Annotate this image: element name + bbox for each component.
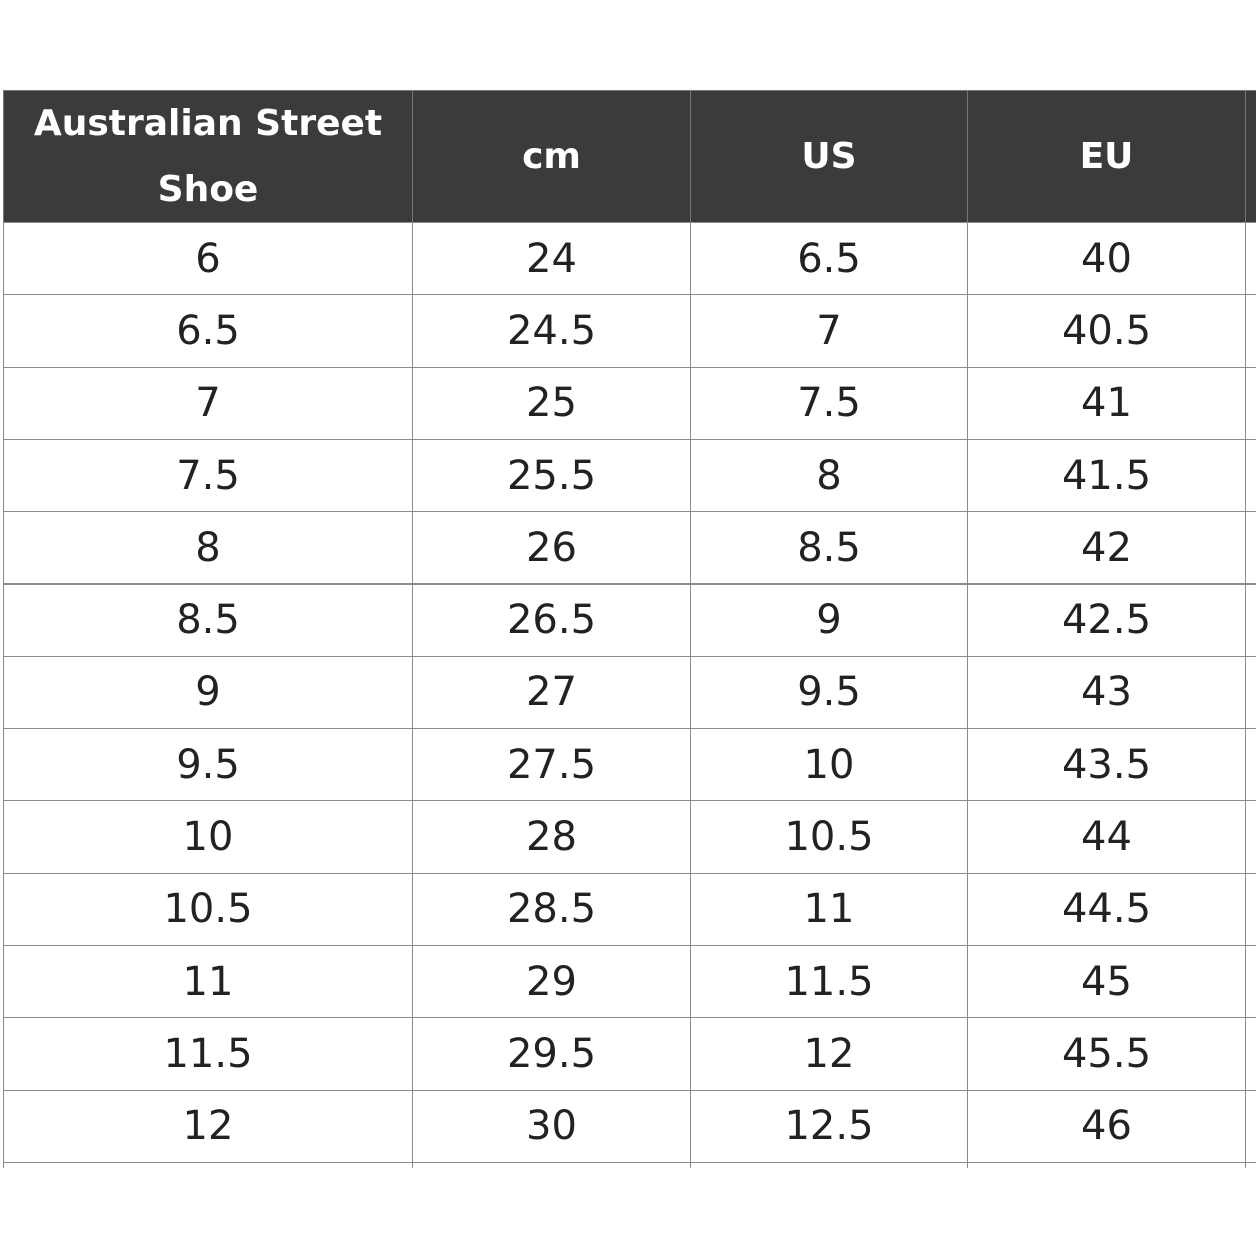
- table-cell: 6: [3, 222, 413, 296]
- table-cell: 27: [412, 655, 691, 730]
- table-cell: 25.5: [412, 438, 691, 513]
- table-cell: 27.5: [412, 728, 691, 802]
- table-cell: 42.5: [967, 583, 1246, 657]
- table-cell: [1245, 945, 1256, 1019]
- table-cell: 29.5: [412, 1017, 691, 1091]
- table-cell: 41.5: [967, 438, 1246, 513]
- table-cell: [1245, 222, 1256, 296]
- table-cell: 7: [690, 294, 968, 368]
- table-cell: [690, 1161, 968, 1168]
- table-cell: 11.5: [690, 945, 968, 1019]
- table-cell: 40: [967, 222, 1246, 296]
- table-cell: 7.5: [690, 366, 968, 440]
- table-cell: 26: [412, 511, 691, 585]
- header-cell: [1245, 90, 1256, 223]
- header-cell: US: [690, 90, 968, 223]
- table-cell: 8.5: [690, 511, 968, 585]
- table-cell: 24: [412, 222, 691, 296]
- table-cell: [412, 1161, 691, 1168]
- table-cell: 12: [3, 1089, 413, 1163]
- table-cell: 26.5: [412, 583, 691, 657]
- table-cell: 12.5: [690, 1089, 968, 1163]
- table-cell: 30: [412, 1089, 691, 1163]
- table-cell: 11: [3, 945, 413, 1019]
- table-cell: 12: [690, 1017, 968, 1091]
- table-cell: 46: [967, 1089, 1246, 1163]
- table-cell: 8: [3, 511, 413, 585]
- table-cell: [1245, 294, 1256, 368]
- table-cell: 43: [967, 655, 1246, 730]
- header-cell: EU: [967, 90, 1246, 223]
- table-cell: 9.5: [3, 728, 413, 802]
- table-cell: [967, 1161, 1246, 1168]
- table-cell: [3, 1161, 413, 1168]
- table-cell: [1245, 583, 1256, 657]
- table-cell: 44: [967, 800, 1246, 874]
- table-cell: 45: [967, 945, 1246, 1019]
- table-cell: [1245, 511, 1256, 585]
- table-cell: 7.5: [3, 438, 413, 513]
- table-cell: 8.5: [3, 583, 413, 657]
- table-cell: 6.5: [690, 222, 968, 296]
- table-cell: [1245, 800, 1256, 874]
- header-cell: cm: [412, 90, 691, 223]
- table-cell: 10: [690, 728, 968, 802]
- table-cell: [1245, 728, 1256, 802]
- table-cell: 11.5: [3, 1017, 413, 1091]
- table-cell: [1245, 1161, 1256, 1168]
- table-cell: 25: [412, 366, 691, 440]
- table-cell: 29: [412, 945, 691, 1019]
- table-cell: 28: [412, 800, 691, 874]
- table-cell: 8: [690, 438, 968, 513]
- table-cell: 11: [690, 872, 968, 946]
- table-cell: [1245, 366, 1256, 440]
- table-cell: [1245, 1017, 1256, 1091]
- table-cell: 9.5: [690, 655, 968, 730]
- table-cell: 9: [3, 655, 413, 730]
- table-cell: 10.5: [690, 800, 968, 874]
- size-table: Australian Street Shoe cm US EU 6 24 6.5 40 6.5 2…: [3, 90, 1256, 1168]
- table-cell: 41: [967, 366, 1246, 440]
- header-cell: Australian Street Shoe: [3, 90, 413, 223]
- table-cell: [1245, 655, 1256, 730]
- table-cell: 24.5: [412, 294, 691, 368]
- table-cell: 44.5: [967, 872, 1246, 946]
- table-cell: 40.5: [967, 294, 1246, 368]
- table-cell: 43.5: [967, 728, 1246, 802]
- table-cell: 9: [690, 583, 968, 657]
- table-cell: 10: [3, 800, 413, 874]
- table-cell: [1245, 872, 1256, 946]
- table-cell: 42: [967, 511, 1246, 585]
- table-cell: 7: [3, 366, 413, 440]
- table-cell: 10.5: [3, 872, 413, 946]
- table-cell: 6.5: [3, 294, 413, 368]
- table-cell: [1245, 1089, 1256, 1163]
- table-cell: 45.5: [967, 1017, 1246, 1091]
- table-cell: 28.5: [412, 872, 691, 946]
- table-cell: [1245, 438, 1256, 513]
